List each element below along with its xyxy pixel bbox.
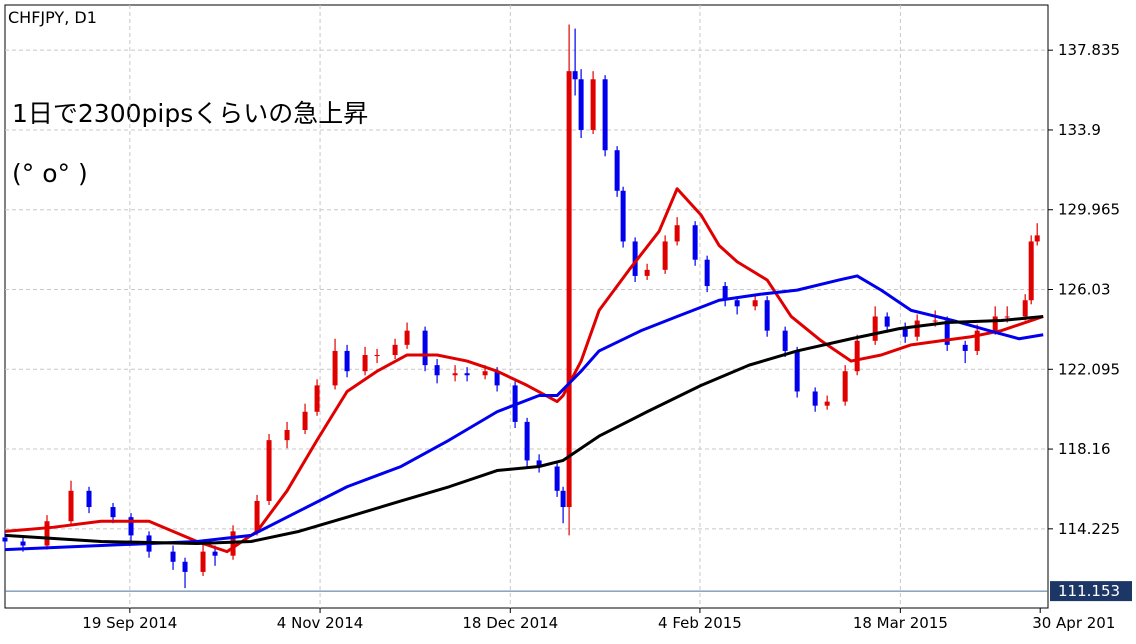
candle-body (44, 521, 50, 546)
candle-body (872, 316, 878, 341)
candle-body (632, 241, 638, 276)
candle-body (434, 365, 440, 376)
candle-body (566, 71, 572, 508)
x-tick-label: 4 Feb 2015 (658, 614, 742, 632)
candle-body (68, 490, 74, 522)
candle-body (812, 391, 818, 406)
candle-body (644, 269, 650, 276)
plot-frame (4, 4, 1049, 609)
candle-body (692, 225, 698, 260)
x-tick-label: 18 Mar 2015 (853, 614, 948, 632)
candle-body (344, 350, 350, 372)
candle-body (854, 340, 860, 372)
candle-body (752, 300, 758, 307)
candle-body (674, 225, 680, 242)
candle-body (902, 326, 908, 337)
x-tick-label: 30 Apr 201 (1032, 614, 1115, 632)
candle-body (128, 517, 134, 536)
annotation: 1日で2300pipsくらいの急上昇 (12, 99, 368, 128)
candle-body (374, 354, 380, 356)
candle-body (884, 316, 890, 327)
candle-body (362, 354, 368, 372)
candle-body (824, 401, 830, 406)
y-tick-label: 129.965 (1058, 201, 1120, 219)
candle-body (86, 490, 92, 508)
candle-body (482, 371, 488, 376)
last-price-box (1050, 581, 1132, 602)
candle-body (314, 385, 320, 412)
candle-body (266, 440, 272, 501)
candle-body (614, 150, 620, 191)
last-price-label: 111.153 (1058, 582, 1120, 600)
candle-body (620, 190, 626, 242)
candle-body (422, 330, 428, 366)
candle-body (794, 350, 800, 392)
candle-body (254, 500, 260, 532)
candle-body (524, 421, 530, 461)
candle-body (914, 320, 920, 337)
x-tick-label: 19 Sep 2014 (82, 614, 177, 632)
candle-body (722, 286, 728, 301)
candle-body (764, 300, 770, 331)
candle-body (932, 320, 938, 322)
candle-body (536, 460, 542, 467)
candle-body (734, 300, 740, 307)
candle-body (572, 71, 578, 80)
moving-average (4, 274, 1044, 552)
candle-body (182, 561, 188, 572)
candle-body (452, 373, 458, 376)
candle-body (842, 371, 848, 402)
candle-body (302, 411, 308, 430)
candle-body (992, 316, 998, 331)
candle-body (602, 79, 608, 151)
moving-average (4, 314, 1044, 546)
candle-body (200, 551, 206, 572)
chart-title: CHFJPY, D1 (8, 8, 97, 27)
candle-body (1034, 235, 1040, 242)
candle-body (560, 490, 566, 508)
candle-body (494, 371, 500, 386)
candle-body (2, 537, 8, 542)
candle-body (170, 551, 176, 562)
candle-body (1022, 300, 1028, 317)
y-tick-label: 137.835 (1058, 41, 1120, 59)
candle-body (332, 350, 338, 386)
candle-body (704, 259, 710, 287)
candle-body (110, 507, 116, 518)
candle-body (974, 330, 980, 351)
candle-body (212, 551, 218, 556)
candle-body (392, 344, 398, 355)
candle-body (1004, 316, 1010, 318)
candle-body (404, 330, 410, 345)
candle-body (284, 429, 290, 441)
candle-body (554, 466, 560, 491)
candle-body (782, 330, 788, 351)
candle-body (662, 241, 668, 270)
candle-body (590, 79, 596, 130)
candle-body (578, 79, 584, 130)
x-tick-label: 4 Nov 2014 (277, 614, 364, 632)
y-tick-label: 126.03 (1058, 281, 1111, 299)
candle-body (1028, 241, 1034, 301)
y-tick-label: 118.16 (1058, 440, 1111, 458)
candle-body (20, 541, 26, 546)
candle-body (944, 320, 950, 345)
candle-body (464, 373, 470, 376)
candle-body (962, 344, 968, 351)
y-tick-label: 114.225 (1058, 520, 1120, 538)
annotation: (° o° ) (12, 159, 88, 188)
y-tick-label: 122.095 (1058, 360, 1120, 378)
y-tick-label: 133.9 (1058, 121, 1101, 139)
x-tick-label: 18 Dec 2014 (462, 614, 558, 632)
